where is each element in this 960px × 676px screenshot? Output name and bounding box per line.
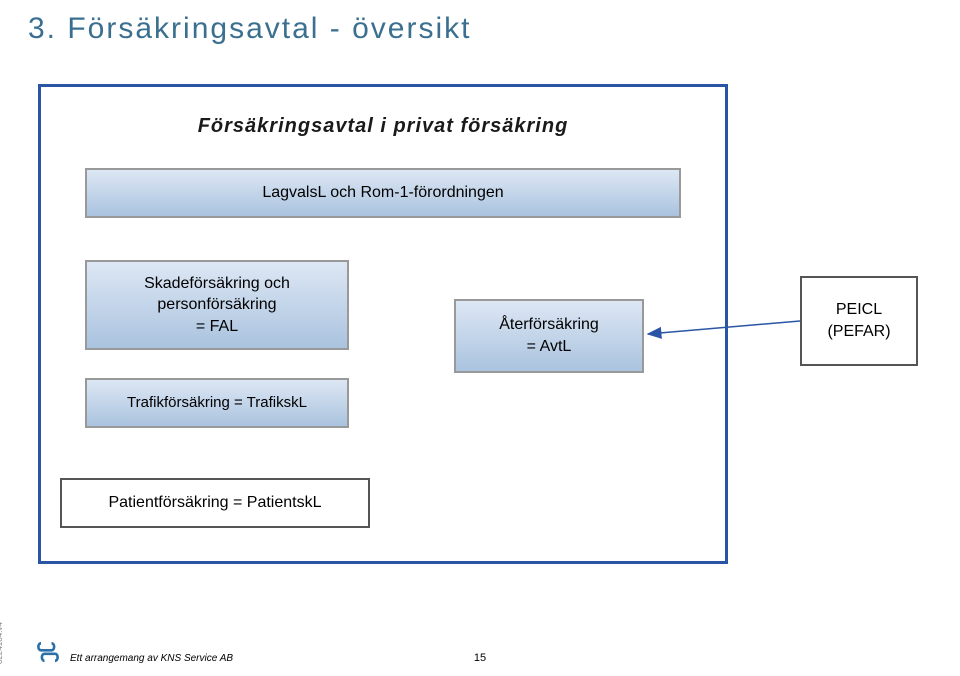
slide: 3. Försäkringsavtal - översikt Försäkrin… [0, 0, 960, 676]
box-lagval: LagvalsL och Rom-1-förordningen [85, 168, 681, 218]
outer-title: Försäkringsavtal i privat försäkring [41, 115, 725, 138]
box-patient: Patientförsäkring = PatientskL [60, 478, 370, 528]
box-peicl: PEICL(PEFAR) [800, 276, 918, 366]
footer-text: Ett arrangemang av KNS Service AB [70, 653, 233, 664]
logo-icon [34, 638, 62, 666]
box-skade: Skadeförsäkring ochpersonförsäkring= FAL [85, 260, 349, 350]
page-number: 15 [474, 652, 486, 664]
box-ater: Återförsäkring= AvtL [454, 299, 644, 373]
page-title: 3. Försäkringsavtal - översikt [28, 12, 471, 46]
arrow-peicl-to-ater [638, 311, 810, 344]
box-trafik: Trafikförsäkring = TrafikskL [85, 378, 349, 428]
side-label: 8224184.v4 [0, 622, 4, 664]
